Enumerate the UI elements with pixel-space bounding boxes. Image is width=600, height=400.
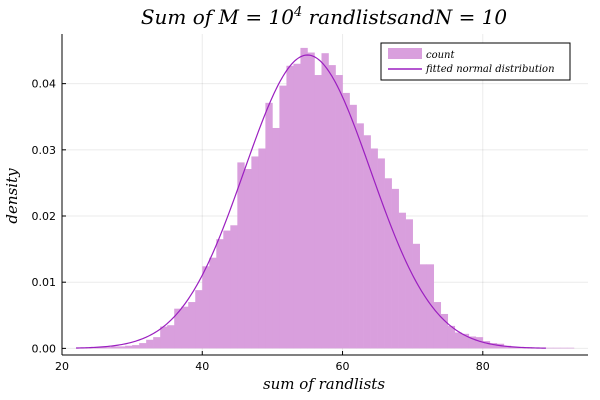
histogram-bar — [244, 169, 252, 349]
histogram-bar — [174, 308, 182, 349]
legend-label-fitted: fitted normal distribution — [425, 64, 555, 75]
y-tick-label: 0.02 — [32, 210, 57, 223]
x-axis-label: sum of randlists — [263, 375, 385, 393]
y-axis-label: density — [3, 168, 21, 224]
histogram-bar — [307, 52, 315, 349]
histogram-bar — [363, 135, 371, 349]
histogram-bar — [258, 148, 266, 349]
histogram-bar — [433, 302, 442, 349]
histogram-bar — [195, 290, 203, 349]
histogram-bar — [370, 148, 378, 349]
legend: count fitted normal distribution — [380, 42, 571, 81]
y-tick-labels: 0.00 0.01 0.02 0.03 0.04 — [32, 78, 57, 356]
histogram-bar — [566, 347, 575, 349]
x-tick-label: 20 — [55, 360, 69, 373]
histogram-bar — [146, 339, 154, 349]
histogram-bar — [349, 104, 357, 349]
histogram-bar — [132, 345, 140, 349]
histogram-bar — [328, 65, 336, 349]
fitted-curve-group — [76, 54, 546, 349]
histogram-bar — [272, 127, 280, 349]
histogram-bar — [545, 347, 554, 349]
x-tick-label: 80 — [476, 360, 490, 373]
legend-label-count: count — [426, 50, 456, 61]
histogram-bar — [97, 347, 105, 349]
histogram-bar — [461, 333, 470, 349]
histogram-bar — [237, 162, 245, 349]
histogram-bar — [167, 325, 175, 349]
histogram-bar — [454, 332, 463, 349]
histogram-bars — [76, 47, 575, 349]
histogram-bar — [503, 345, 512, 349]
histogram-bar — [482, 341, 491, 349]
histogram-bar — [342, 92, 350, 349]
histogram-bar — [510, 347, 519, 349]
histogram-bar — [489, 343, 498, 349]
histogram-bar — [160, 326, 168, 349]
histogram-bar — [412, 243, 420, 349]
histogram-bar — [279, 85, 287, 349]
histogram-bar — [286, 65, 294, 349]
histogram-bar — [475, 337, 484, 349]
y-tick-label: 0.01 — [32, 276, 57, 289]
histogram-bar — [377, 158, 385, 349]
axes — [61, 34, 588, 356]
histogram-bar — [468, 336, 477, 349]
histogram-bar — [384, 178, 392, 349]
histogram-bar — [111, 346, 119, 349]
histogram-bar — [293, 63, 301, 349]
histogram-bar — [335, 75, 343, 349]
histogram-bar — [118, 346, 126, 349]
histogram-bar — [440, 313, 449, 349]
histogram-bar — [426, 264, 435, 349]
x-tick-label: 40 — [195, 360, 209, 373]
histogram-bar — [265, 102, 273, 349]
histogram-bar — [125, 345, 133, 349]
histogram-bar — [216, 239, 224, 349]
histogram-bar — [90, 347, 98, 349]
y-tick-label: 0.00 — [32, 342, 57, 355]
legend-swatch-count — [388, 48, 422, 59]
histogram-bar — [181, 306, 189, 349]
histogram-bar — [321, 53, 329, 349]
histogram-bar — [223, 230, 231, 349]
histogram-bar — [552, 347, 561, 349]
histogram-bar — [356, 123, 364, 349]
histogram-bar — [447, 325, 456, 349]
histogram-bar — [188, 302, 196, 349]
histogram-bar — [104, 347, 112, 349]
histogram-bar — [251, 156, 259, 349]
x-tick-label: 60 — [336, 360, 350, 373]
histogram-bar — [139, 343, 147, 349]
histogram-bar — [398, 212, 406, 349]
histogram-bar — [391, 188, 399, 349]
histogram-bar — [202, 266, 210, 349]
histogram-bar — [419, 264, 427, 349]
histogram-bar — [300, 47, 308, 349]
histogram-bar — [314, 75, 322, 349]
fitted-normal-curve — [76, 54, 546, 349]
histogram-bar — [153, 337, 161, 349]
y-tick-label: 0.03 — [32, 144, 57, 157]
histogram-bar — [230, 225, 238, 349]
chart-title: Sum of M = 104 randlistsandN = 10 — [141, 5, 508, 29]
histogram-bar — [209, 257, 217, 349]
y-tick-label: 0.04 — [32, 78, 57, 91]
histogram-bar — [405, 219, 413, 349]
x-tick-labels: 20 40 60 80 — [55, 360, 490, 373]
histogram-bar — [559, 347, 568, 349]
